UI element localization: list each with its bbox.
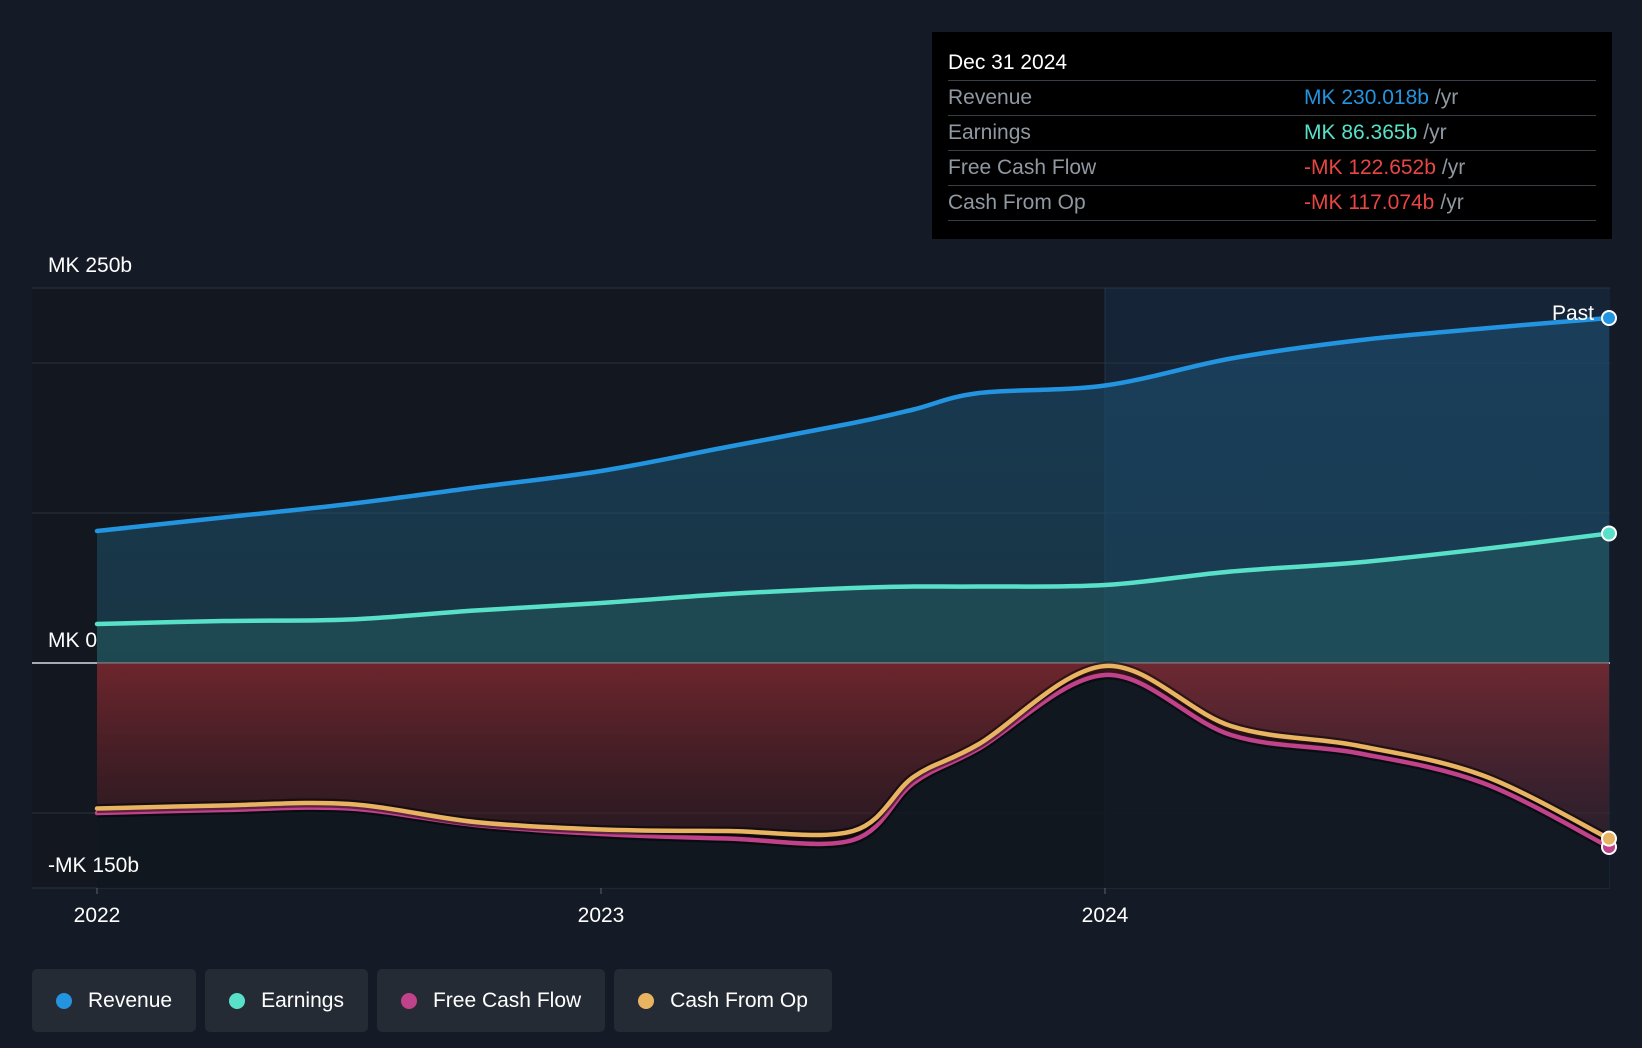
series-areas	[97, 317, 1609, 888]
free-cash-flow-dot-icon	[400, 992, 417, 1009]
tooltip-value: -MK 117.074b	[1304, 191, 1435, 214]
legend-item-revenue[interactable]: Revenue	[32, 969, 197, 1032]
cash-from-op-end-marker	[1601, 830, 1617, 847]
series-lines	[94, 315, 1612, 851]
tooltip-unit: /yr	[1434, 86, 1459, 109]
revenue-dot-icon	[56, 992, 72, 1009]
legend-label: Cash From Op	[670, 988, 808, 1012]
tooltip-row-earnings: Earnings MK 86.365b /yr	[948, 116, 1596, 151]
tooltip: Dec 31 2024 Revenue MK 230.018b /yr Earn…	[932, 32, 1612, 239]
tooltip-row-cash-from-op: Cash From Op -MK 117.074b /yr	[948, 186, 1596, 221]
tooltip-label: Cash From Op	[948, 191, 1086, 214]
legend-label: Free Cash Flow	[432, 988, 582, 1012]
legend: Revenue Earnings Free Cash Flow Cash Fro…	[32, 969, 841, 1032]
tooltip-unit: /yr	[1423, 121, 1447, 144]
revenue-area	[97, 317, 1609, 663]
end-markers	[1601, 309, 1617, 855]
earnings-area	[97, 533, 1609, 663]
axis-labels: MK 250b MK 0 -MK 150b 2022 2023 2024 Pas…	[48, 254, 1594, 927]
past-label: Past	[1552, 302, 1594, 325]
legend-label: Earnings	[261, 988, 344, 1012]
tooltip-label: Revenue	[948, 86, 1033, 109]
tooltip-label: Earnings	[948, 121, 1031, 144]
earnings-dot-icon	[229, 992, 246, 1009]
cash-from-op-dot-icon	[638, 992, 655, 1009]
tooltip-label: Free Cash Flow	[948, 156, 1097, 179]
tooltip-row-free-cash-flow: Free Cash Flow -MK 122.652b /yr	[948, 151, 1596, 186]
tooltip-value: MK 230.018b	[1304, 86, 1429, 109]
below-fcf-area	[97, 674, 1609, 888]
legend-item-earnings[interactable]: Earnings	[205, 969, 368, 1032]
x-tick-label-2024: 2024	[1082, 904, 1129, 927]
legend-item-cash-from-op[interactable]: Cash From Op	[614, 969, 832, 1032]
tooltip-row-revenue: Revenue MK 230.018b /yr	[948, 81, 1596, 116]
y-tick-label-bottom: -MK 150b	[48, 854, 139, 877]
y-tick-label-top: MK 250b	[48, 254, 132, 277]
tooltip-unit: /yr	[1440, 191, 1464, 214]
legend-label: Revenue	[88, 988, 173, 1012]
x-tick-label-2023: 2023	[578, 904, 625, 927]
tooltip-unit: /yr	[1441, 156, 1466, 179]
x-tick-label-2022: 2022	[74, 904, 121, 927]
tooltip-date: Dec 31 2024	[948, 46, 1596, 81]
cash-from-op-line	[94, 663, 1612, 841]
tooltip-value: MK 86.365b	[1304, 121, 1418, 144]
legend-item-free-cash-flow[interactable]: Free Cash Flow	[376, 969, 606, 1032]
revenue-end-marker	[1601, 309, 1617, 326]
earnings-line	[94, 531, 1612, 627]
earnings-end-marker	[1601, 525, 1617, 542]
revenue-line	[94, 315, 1612, 534]
y-tick-label-zero: MK 0	[48, 629, 97, 652]
free-cash-flow-area	[97, 663, 1609, 847]
tooltip-value: -MK 122.652b	[1304, 156, 1436, 179]
